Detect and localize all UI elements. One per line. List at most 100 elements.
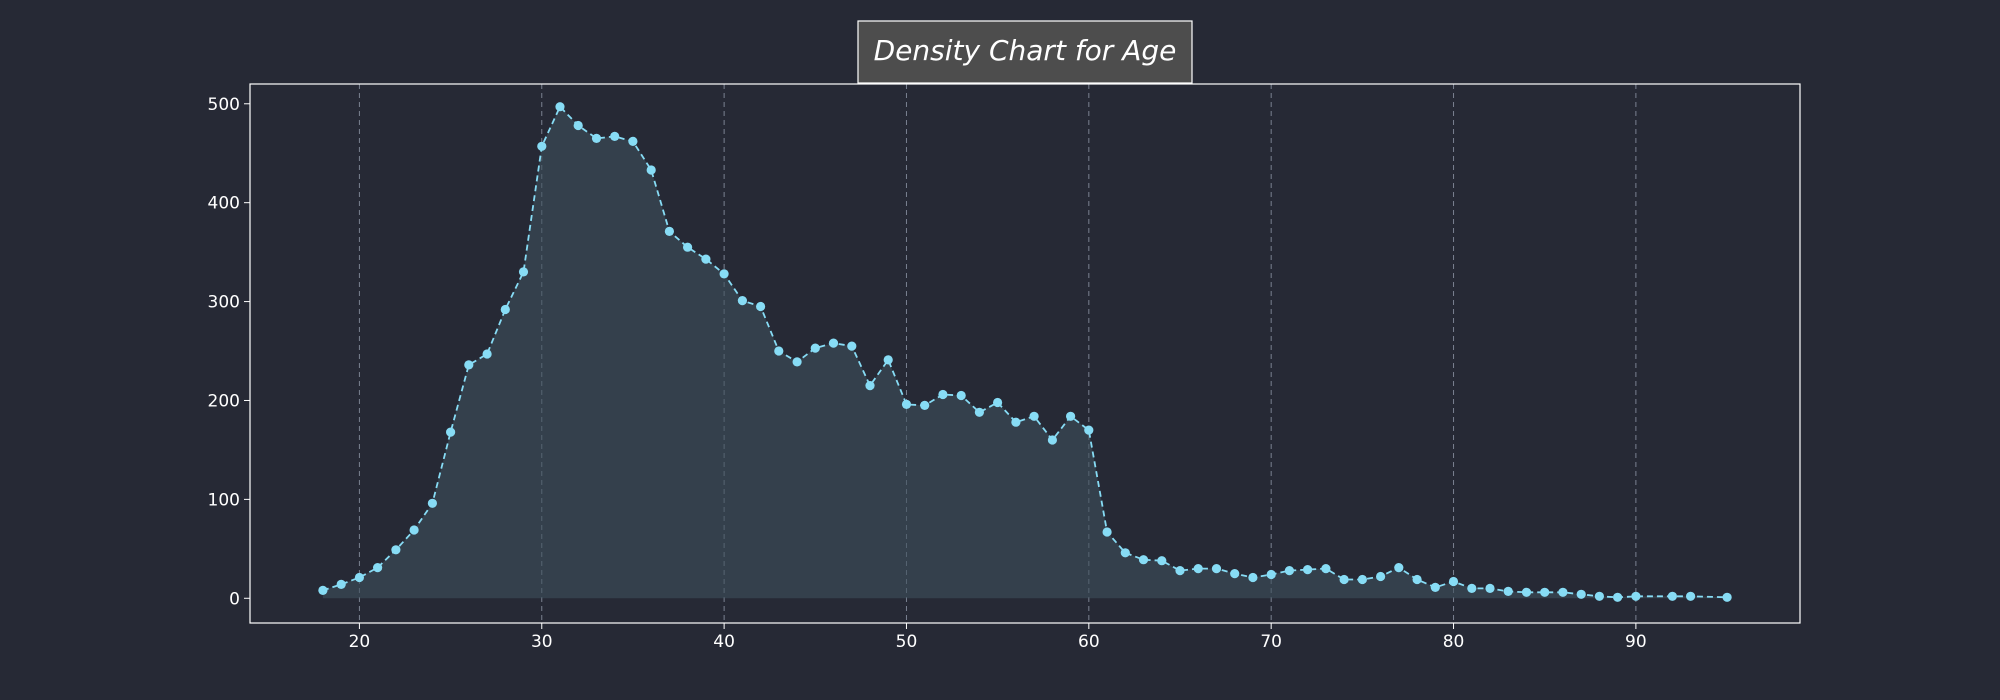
data-point-age-50 <box>901 399 912 409</box>
data-point-age-32 <box>573 120 583 131</box>
data-point-age-20 <box>354 572 364 583</box>
data-point-age-80 <box>1448 576 1459 587</box>
data-point-age-19 <box>336 579 346 590</box>
data-point-age-79 <box>1430 582 1440 593</box>
data-point-age-53 <box>956 390 966 401</box>
data-point-age-18 <box>318 585 328 596</box>
data-point-age-23 <box>409 525 419 535</box>
x-tick-label-40: 40 <box>713 632 735 652</box>
data-point-age-22 <box>391 545 401 555</box>
data-point-age-36 <box>646 165 656 175</box>
density-line <box>322 105 1728 599</box>
data-point-age-76 <box>1376 571 1386 582</box>
data-point-age-78 <box>1412 574 1422 585</box>
data-point-age-51 <box>920 400 930 410</box>
data-point-age-31 <box>555 102 565 112</box>
data-point-age-62 <box>1120 548 1130 558</box>
data-point-age-37 <box>664 226 675 236</box>
data-point-age-57 <box>1029 411 1039 421</box>
data-point-age-38 <box>683 242 693 252</box>
data-point-age-29 <box>518 267 529 277</box>
data-point-age-58 <box>1047 435 1057 445</box>
data-point-age-82 <box>1485 583 1495 594</box>
y-tick-label-100: 100 <box>208 490 240 510</box>
data-points <box>318 102 1732 602</box>
chart-title-box: Density Chart for Age <box>857 20 1193 84</box>
data-point-age-26 <box>464 360 474 370</box>
data-point-age-88 <box>1594 591 1604 601</box>
data-point-age-52 <box>938 389 948 400</box>
data-point-age-25 <box>446 427 456 437</box>
data-point-age-77 <box>1394 563 1404 573</box>
data-point-age-61 <box>1102 527 1112 537</box>
x-tick-label-60: 60 <box>1078 632 1100 652</box>
data-point-age-68 <box>1230 569 1240 579</box>
data-point-age-49 <box>883 355 893 365</box>
data-point-age-44 <box>792 357 802 367</box>
x-tick-label-30: 30 <box>531 632 553 652</box>
data-point-age-95 <box>1722 592 1732 602</box>
data-point-age-54 <box>974 407 985 417</box>
x-axis-ticks: 20 30 40 50 60 70 80 90 <box>349 623 1647 652</box>
data-point-age-85 <box>1540 587 1550 597</box>
chart-title: Density Chart for Age <box>874 34 1177 67</box>
data-point-age-89 <box>1613 592 1623 602</box>
data-point-age-93 <box>1686 591 1696 601</box>
data-point-age-87 <box>1576 589 1586 599</box>
y-axis-ticks: 0 100 200 300 400 500 <box>208 95 250 609</box>
data-point-age-60 <box>1084 425 1094 435</box>
data-point-age-72 <box>1303 565 1313 575</box>
data-point-age-63 <box>1138 555 1149 565</box>
data-point-age-66 <box>1193 564 1203 574</box>
plot-frame <box>249 83 1801 624</box>
data-point-age-71 <box>1284 566 1294 576</box>
data-point-age-84 <box>1521 587 1532 597</box>
y-tick-label-500: 500 <box>208 95 240 115</box>
data-point-age-73 <box>1321 564 1331 574</box>
data-point-age-40 <box>719 269 729 279</box>
data-point-age-27 <box>482 349 492 359</box>
data-point-age-90 <box>1631 591 1641 601</box>
data-point-age-46 <box>828 338 839 348</box>
data-point-age-81 <box>1467 583 1477 594</box>
y-tick-label-0: 0 <box>229 589 240 609</box>
x-tick-label-80: 80 <box>1443 632 1465 652</box>
data-point-age-43 <box>774 346 784 356</box>
data-point-age-28 <box>500 304 510 315</box>
data-point-age-35 <box>628 136 638 146</box>
data-point-age-67 <box>1211 564 1222 574</box>
data-point-age-92 <box>1667 591 1677 601</box>
data-point-age-24 <box>427 498 437 508</box>
density-area-fill <box>322 106 1728 599</box>
y-tick-label-200: 200 <box>208 391 240 411</box>
data-point-age-59 <box>1066 411 1076 421</box>
data-point-age-34 <box>610 131 620 141</box>
x-tick-label-90: 90 <box>1625 632 1647 652</box>
data-point-age-42 <box>756 301 766 312</box>
data-point-age-86 <box>1558 587 1568 597</box>
data-point-age-48 <box>865 381 875 391</box>
data-point-age-39 <box>701 254 711 264</box>
x-tick-label-70: 70 <box>1260 632 1282 652</box>
data-point-age-74 <box>1339 574 1349 585</box>
data-point-age-45 <box>810 343 820 353</box>
data-point-age-56 <box>1011 417 1021 427</box>
data-point-age-21 <box>373 563 383 573</box>
data-point-age-64 <box>1157 556 1167 566</box>
title-box-background <box>857 20 1193 84</box>
data-point-age-75 <box>1357 574 1367 585</box>
data-point-age-65 <box>1175 566 1185 576</box>
data-point-age-70 <box>1266 569 1276 580</box>
data-point-age-30 <box>537 141 547 151</box>
data-point-age-55 <box>993 397 1003 408</box>
data-point-age-69 <box>1248 572 1258 583</box>
y-tick-label-300: 300 <box>208 293 240 313</box>
x-tick-label-20: 20 <box>349 632 371 652</box>
x-tick-label-50: 50 <box>896 632 918 652</box>
data-point-age-47 <box>847 341 857 351</box>
data-point-age-41 <box>737 296 748 306</box>
y-tick-label-400: 400 <box>208 194 240 214</box>
data-point-age-33 <box>591 133 602 143</box>
data-point-age-83 <box>1503 586 1513 597</box>
